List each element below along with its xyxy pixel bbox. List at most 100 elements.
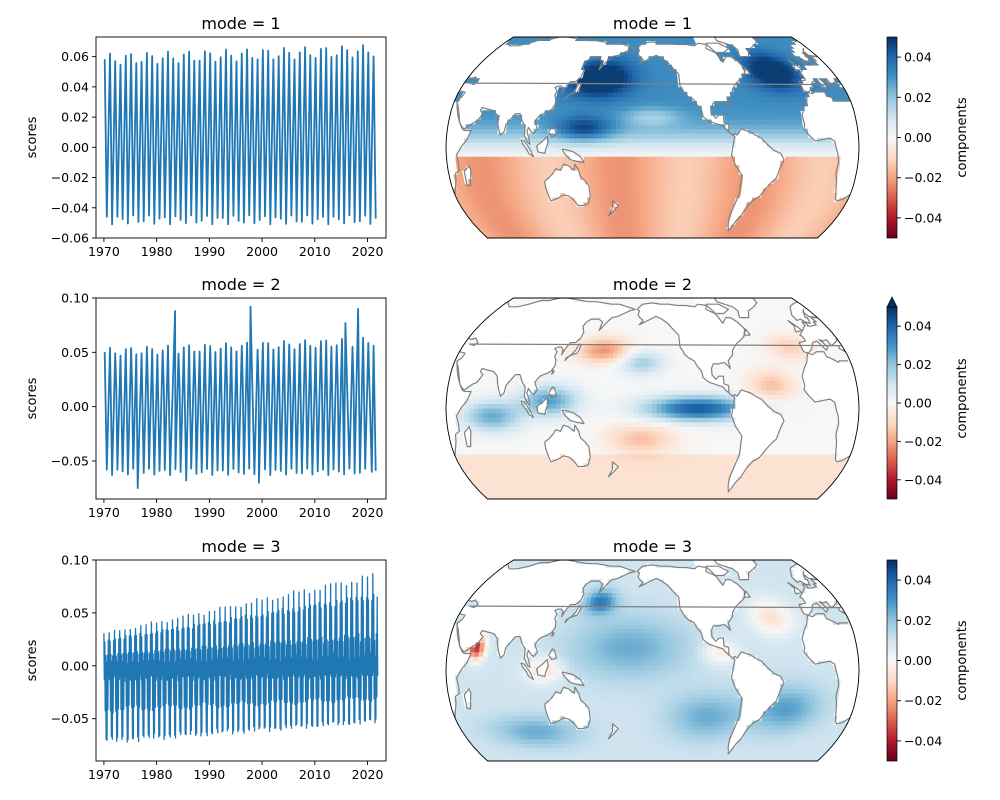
field-cell — [620, 124, 626, 130]
field-cell — [629, 37, 635, 41]
field-cell — [639, 37, 644, 41]
field-cell — [683, 124, 690, 130]
coastline — [561, 148, 585, 164]
field-cell — [620, 137, 626, 143]
field-cell — [775, 389, 781, 395]
field-cell — [629, 440, 635, 446]
field-cell — [684, 394, 690, 400]
field-cell — [592, 128, 599, 134]
field-cell — [514, 394, 521, 400]
field-cell — [606, 408, 612, 414]
field-cell — [560, 137, 566, 143]
field-cell — [687, 440, 694, 446]
field-cell — [829, 444, 837, 450]
field-cell — [652, 412, 658, 418]
field-cell — [783, 385, 790, 391]
field-cell — [693, 394, 699, 400]
field-cell — [679, 174, 685, 180]
field-cell — [666, 408, 672, 414]
field-cell — [673, 202, 679, 208]
field-cell — [473, 421, 480, 427]
field-cell — [656, 170, 662, 176]
field-cell — [638, 128, 644, 134]
field-cell — [765, 119, 771, 125]
field-cell — [588, 114, 595, 121]
field-cell — [725, 412, 731, 418]
field-cell — [473, 133, 480, 139]
field-cell — [464, 147, 470, 153]
field-cell — [670, 114, 676, 121]
field-cell — [601, 403, 607, 409]
field-cell — [589, 449, 596, 455]
field-cell — [622, 78, 629, 84]
field-cell — [606, 431, 613, 437]
field-cell — [589, 444, 596, 450]
field-cell — [487, 156, 493, 162]
field-cell — [593, 114, 599, 121]
field-cell — [539, 375, 545, 382]
field-cell — [589, 366, 596, 372]
field-cell — [539, 174, 545, 180]
field-cell — [736, 444, 743, 450]
field-cell — [665, 174, 671, 180]
field-cell — [610, 151, 617, 157]
field-cell — [698, 147, 704, 153]
field-cell — [515, 119, 522, 125]
field-cell — [468, 147, 475, 153]
field-cell — [589, 188, 596, 194]
field-cell — [599, 458, 606, 464]
field-cell — [696, 183, 703, 189]
field-cell — [710, 431, 717, 437]
field-cell — [601, 147, 607, 153]
field-cell — [682, 458, 688, 464]
field-cell — [615, 160, 621, 166]
field-cell — [660, 69, 665, 75]
field-cell — [796, 380, 803, 386]
field-cell — [639, 458, 645, 464]
field-cell — [565, 398, 571, 404]
field-cell — [542, 389, 549, 395]
field-cell — [528, 160, 535, 166]
field-cell — [693, 385, 699, 391]
field-cell — [478, 133, 484, 139]
field-cell — [683, 179, 689, 185]
field-cell — [629, 385, 635, 391]
field-cell — [684, 389, 690, 395]
field-cell — [620, 435, 626, 441]
field-cell — [633, 133, 640, 139]
field-cell — [487, 389, 494, 395]
field-cell — [720, 133, 727, 139]
field-cell — [620, 426, 626, 432]
field-cell — [555, 398, 562, 404]
field-cell — [648, 481, 653, 487]
field-cell — [626, 197, 632, 203]
field-cell — [565, 389, 571, 395]
field-cell — [473, 156, 480, 162]
field-cell — [621, 91, 628, 98]
field-cell — [701, 380, 708, 386]
field-cell — [725, 417, 731, 423]
field-cell — [603, 101, 609, 107]
field-cell — [606, 119, 613, 125]
field-cell — [803, 398, 809, 404]
field-cell — [684, 128, 690, 134]
field-cell — [616, 110, 622, 116]
field-cell — [693, 124, 699, 130]
field-cell — [551, 417, 557, 423]
field-cell — [597, 394, 603, 400]
field-cell — [631, 476, 637, 482]
field-cell — [537, 421, 544, 427]
field-cell — [656, 366, 662, 372]
field-cell — [670, 133, 676, 139]
field-cell — [656, 73, 662, 79]
field-cell — [606, 165, 612, 171]
field-cell — [652, 417, 658, 423]
field-cell — [830, 151, 837, 157]
field-cell — [794, 151, 800, 157]
field-cell — [488, 426, 494, 432]
field-cell — [643, 183, 649, 189]
field-cell — [736, 183, 743, 189]
field-cell — [756, 389, 763, 395]
field-cell — [611, 385, 617, 391]
